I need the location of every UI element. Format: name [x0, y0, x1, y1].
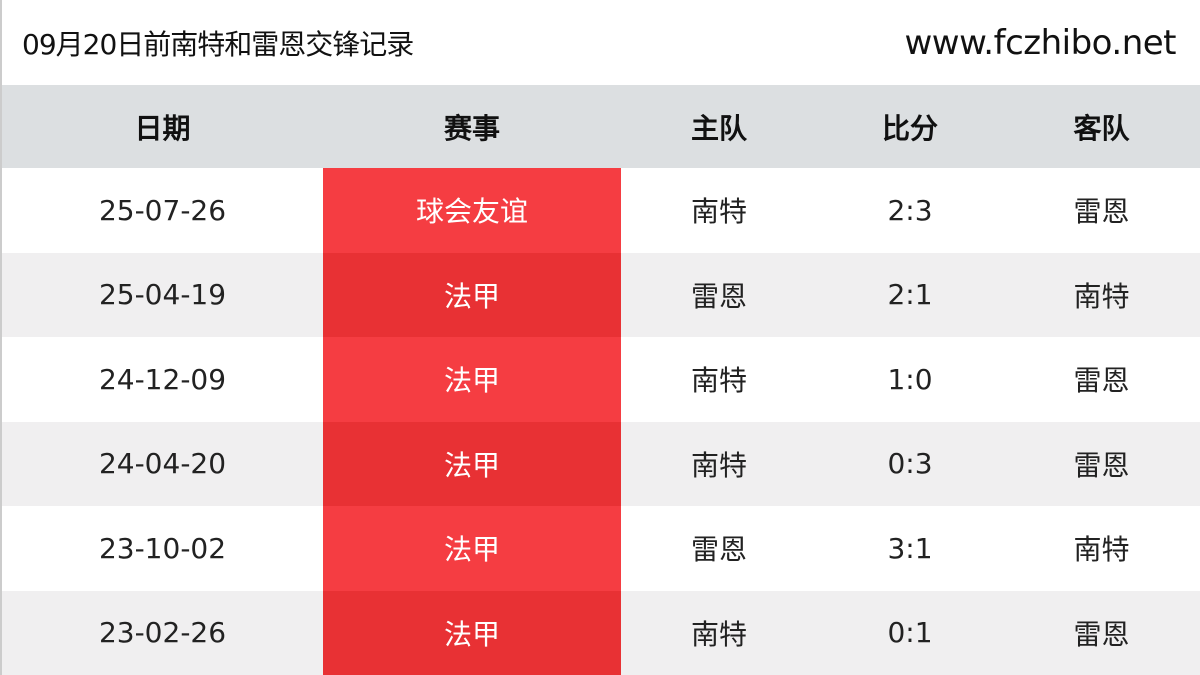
date-cell: 24-12-09 [98, 362, 227, 396]
table-row: 24-04-20 法甲 南特 0:3 雷恩 [2, 421, 1200, 506]
header-score: 比分 [881, 111, 938, 145]
away-team-cell: 雷恩 [1073, 448, 1130, 482]
competition-cell: 法甲 [323, 337, 621, 422]
page-title: 09月20日前南特和雷恩交锋记录 [22, 27, 414, 61]
date-cell: 23-10-02 [98, 531, 227, 565]
score-cell: 2:3 [887, 193, 933, 227]
date-cell: 24-04-20 [98, 447, 227, 481]
top-bar: 09月20日前南特和雷恩交锋记录 www.fczhibo.net [2, 0, 1200, 85]
competition-cell: 法甲 [323, 421, 621, 506]
score-cell: 2:1 [887, 278, 933, 312]
table-row: 23-10-02 法甲 雷恩 3:1 南特 [2, 506, 1200, 591]
date-cell: 23-02-26 [98, 616, 227, 650]
score-cell: 1:0 [887, 362, 933, 396]
site-url: www.fczhibo.net [904, 22, 1176, 63]
competition-cell: 球会友谊 [323, 168, 621, 253]
header-home: 主队 [690, 111, 747, 145]
score-cell: 0:1 [887, 616, 933, 650]
date-cell: 25-04-19 [98, 278, 227, 312]
away-team-cell: 雷恩 [1073, 195, 1130, 229]
competition-cell: 法甲 [323, 252, 621, 337]
away-team-cell: 雷恩 [1073, 617, 1130, 651]
header-away: 客队 [1073, 111, 1130, 145]
header-competition: 赛事 [443, 111, 500, 145]
table-header: 日期 赛事 主队 比分 客队 [2, 85, 1200, 168]
table-row: 25-07-26 球会友谊 南特 2:3 雷恩 [2, 168, 1200, 253]
competition-cell: 法甲 [323, 506, 621, 591]
home-team-cell: 南特 [690, 448, 747, 482]
away-team-cell: 南特 [1073, 533, 1130, 567]
home-team-cell: 南特 [690, 195, 747, 229]
score-cell: 3:1 [887, 531, 933, 565]
table-row: 24-12-09 法甲 南特 1:0 雷恩 [2, 337, 1200, 422]
home-team-cell: 雷恩 [690, 533, 747, 567]
score-cell: 0:3 [887, 447, 933, 481]
home-team-cell: 南特 [690, 364, 747, 398]
away-team-cell: 南特 [1073, 279, 1130, 313]
date-cell: 25-07-26 [98, 193, 227, 227]
table-row: 23-02-26 法甲 南特 0:1 雷恩 [2, 590, 1200, 675]
header-date: 日期 [134, 111, 191, 145]
home-team-cell: 南特 [690, 617, 747, 651]
table-body: 25-07-26 球会友谊 南特 2:3 雷恩 25-04-19 法甲 雷恩 2:1 南特 24-1… [2, 168, 1200, 675]
home-team-cell: 雷恩 [690, 279, 747, 313]
competition-cell: 法甲 [323, 590, 621, 675]
table-row: 25-04-19 法甲 雷恩 2:1 南特 [2, 252, 1200, 337]
away-team-cell: 雷恩 [1073, 364, 1130, 398]
